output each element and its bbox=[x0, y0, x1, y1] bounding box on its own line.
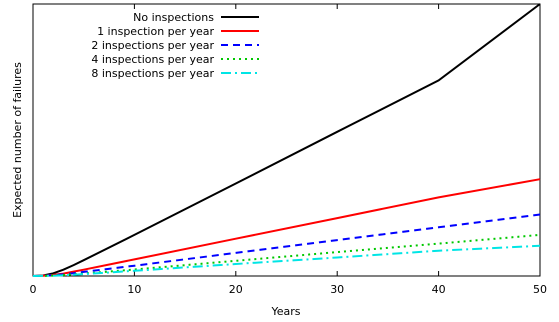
x-axis-ticks: 0 10 20 30 40 50 bbox=[30, 4, 547, 296]
series-line-0 bbox=[32, 3, 541, 277]
series-line-4 bbox=[32, 244, 541, 277]
series-line-3 bbox=[32, 233, 541, 277]
series-line-1 bbox=[32, 178, 541, 277]
legend-label-4: 8 inspections per year bbox=[91, 67, 214, 80]
plot-frame bbox=[32, 3, 541, 277]
legend-label-3: 4 inspections per year bbox=[91, 53, 214, 66]
x-tick-label-10: 10 bbox=[127, 283, 141, 296]
y-axis-label: Expected number of failures bbox=[11, 62, 24, 218]
x-tick-label-20: 20 bbox=[229, 283, 243, 296]
series-line-2 bbox=[32, 213, 541, 277]
legend-label-1: 1 inspection per year bbox=[97, 25, 214, 38]
legend-label-0: No inspections bbox=[133, 11, 214, 24]
series-layer bbox=[32, 3, 541, 277]
x-tick-label-0: 0 bbox=[30, 283, 37, 296]
x-tick-label-50: 50 bbox=[533, 283, 547, 296]
x-tick-label-30: 30 bbox=[330, 283, 344, 296]
legend-label-2: 2 inspections per year bbox=[91, 39, 214, 52]
x-tick-label-40: 40 bbox=[432, 283, 446, 296]
x-axis-label: Years bbox=[270, 305, 300, 318]
